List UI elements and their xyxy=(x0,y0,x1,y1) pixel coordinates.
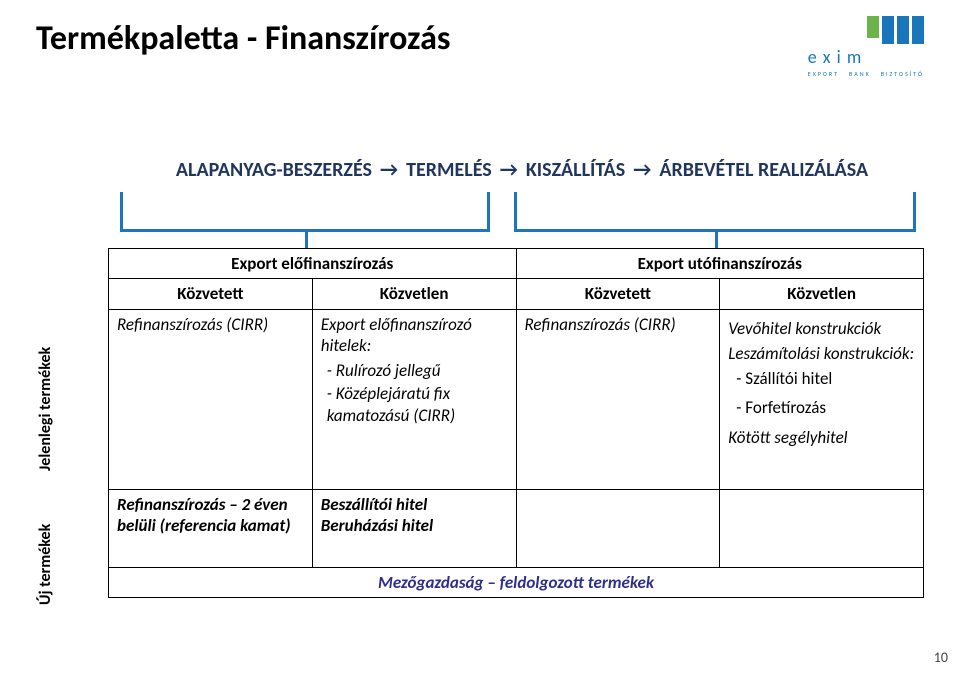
vtab-new-products: Új termékek xyxy=(36,504,55,624)
cell-current-c3: Refinanszírozás (CIRR) xyxy=(516,309,720,489)
arrow-icon: → xyxy=(500,158,518,182)
page-title: Termékpaletta - Finanszírozás xyxy=(36,18,924,59)
vtab-current-products: Jelenlegi termékek xyxy=(36,314,55,504)
cell-new-c4 xyxy=(720,489,924,567)
cell-new-c2-line1: Beszállítói hitel xyxy=(321,494,508,515)
process-step-3: KISZÁLLÍTÁS xyxy=(526,158,625,182)
header-direct-2: Közvetlen xyxy=(720,279,924,309)
content-table-area: Jelenlegi termékek Új termékek Export el… xyxy=(36,248,924,646)
cell-c2-lead: Export előfinanszírozó hitelek: xyxy=(321,314,508,357)
process-step-2: TERMELÉS xyxy=(406,158,492,182)
cell-mezogazdasag: Mezőgazdaság – feldolgozott termékek xyxy=(109,567,924,597)
cell-current-c2: Export előfinanszírozó hitelek: - Rulíro… xyxy=(312,309,516,489)
cell-current-c1: Refinanszírozás (CIRR) xyxy=(109,309,313,489)
cell-c2-item2: - Középlejáratú fix kamatozású (CIRR) xyxy=(327,383,508,426)
logo-subtext: EXPORT BANK BIZTOSÍTÓ xyxy=(808,70,924,78)
process-step-4: ÁRBEVÉTEL REALIZÁLÁSA xyxy=(659,158,868,182)
header-pre-financing: Export előfinanszírozás xyxy=(109,249,517,279)
page-number: 10 xyxy=(934,649,948,666)
logo-word: e x i m xyxy=(808,46,924,68)
header-indirect-1: Közvetett xyxy=(109,279,313,309)
cell-c2-item1: - Rulírozó jellegű xyxy=(327,360,508,381)
logo-bars xyxy=(808,16,924,44)
vertical-tabs: Jelenlegi termékek Új termékek xyxy=(36,314,100,646)
process-step-1: ALAPANYAG-BESZERZÉS xyxy=(176,158,372,182)
cell-current-c4: Vevőhitel konstrukciókLeszámítolási kons… xyxy=(720,309,924,489)
header-post-financing: Export utófinanszírozás xyxy=(516,249,924,279)
cell-new-c2: Beszállítói hitel Beruházási hitel xyxy=(312,489,516,567)
cell-new-c2-line2: Beruházási hitel xyxy=(321,515,508,536)
product-table: Export előfinanszírozás Export utófinans… xyxy=(108,248,924,598)
brand-logo: e x i m EXPORT BANK BIZTOSÍTÓ xyxy=(808,16,924,78)
bracket-left xyxy=(120,192,490,232)
header-indirect-2: Közvetett xyxy=(516,279,720,309)
process-chain: ALAPANYAG-BESZERZÉS → TERMELÉS → KISZÁLL… xyxy=(120,158,924,182)
header-direct-1: Közvetlen xyxy=(312,279,516,309)
arrow-icon: → xyxy=(380,158,398,182)
bracket-right xyxy=(514,192,916,232)
cell-new-c3 xyxy=(516,489,720,567)
arrow-icon: → xyxy=(633,158,651,182)
process-brackets xyxy=(120,186,924,240)
cell-new-c1: Refinanszírozás – 2 éven belüli (referen… xyxy=(109,489,313,567)
